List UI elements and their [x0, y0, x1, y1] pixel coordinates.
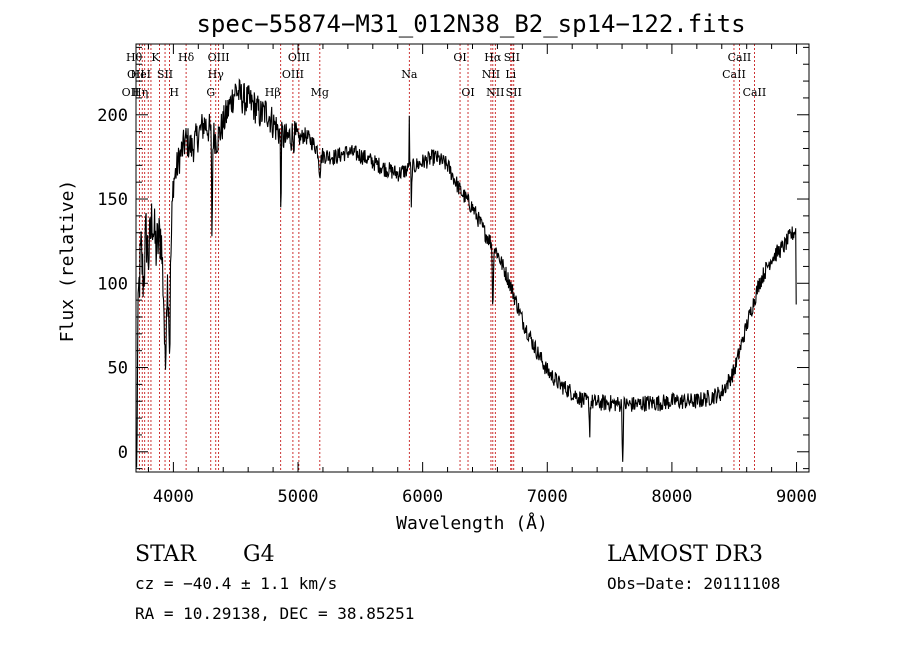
x-tick-label: 4000: [153, 487, 194, 507]
x-tick-label: 6000: [402, 487, 443, 507]
line-label: Hδ: [178, 51, 195, 64]
emission-line-markers: [138, 44, 755, 472]
y-tick-label: 150: [97, 190, 128, 210]
line-label: Hγ: [208, 68, 225, 81]
x-axis-label: Wavelength (Å): [396, 512, 548, 534]
survey-label: LAMOST DR3: [607, 542, 763, 567]
line-label: G: [206, 86, 215, 99]
coordinates-readout: RA = 10.29138, DEC = 38.85251: [135, 604, 414, 623]
y-tick-labels: 0 50 100 150 200: [97, 106, 128, 463]
object-class: STAR: [135, 542, 197, 567]
line-label: Mg: [311, 86, 329, 99]
plot-frame: [135, 43, 810, 473]
x-tick-labels: 4000 5000 6000 7000 8000 9000: [153, 487, 817, 507]
y-tick-label: 0: [118, 443, 128, 463]
y-tick-label: 50: [108, 359, 128, 379]
line-label: Hη: [132, 86, 148, 99]
line-label: OIII: [282, 68, 304, 81]
line-label: OII: [122, 86, 140, 99]
line-label: CaII: [743, 86, 767, 99]
line-label: CaII: [728, 51, 752, 64]
line-label: OIII: [208, 51, 230, 64]
line-label: H: [169, 86, 179, 99]
line-label: OIII: [288, 51, 310, 64]
x-tick-label: 7000: [527, 487, 568, 507]
x-tick-label: 8000: [651, 487, 692, 507]
line-label: NII: [482, 68, 500, 81]
line-label: CaII: [722, 68, 746, 81]
line-label: Hα: [484, 51, 502, 64]
line-label: NII: [486, 86, 504, 99]
obs-date: Obs−Date: 20111108: [607, 574, 780, 593]
line-label: SII: [157, 68, 173, 81]
line-label: SII: [504, 51, 520, 64]
line-label: Li: [505, 68, 516, 81]
line-label: SII: [506, 86, 522, 99]
line-label: Hβ: [265, 86, 281, 99]
line-label: Hθ: [126, 51, 143, 64]
y-tick-label: 200: [97, 106, 128, 126]
chart-title: spec−55874−M31_012N38_B2_sp14−122.fits: [196, 10, 745, 38]
line-label: Na: [401, 68, 418, 81]
line-label: OI: [461, 86, 474, 99]
line-label: K: [151, 51, 160, 64]
line-label: HeI: [131, 68, 151, 81]
redshift-readout: cz = −40.4 ± 1.1 km/s: [135, 574, 337, 593]
emission-line-labels: OIIHθOIIHηHeIKSIIHHδGHγOIIIHβOIIIOIIIMgN…: [122, 51, 767, 99]
line-label: OI: [453, 51, 466, 64]
x-tick-label: 9000: [776, 487, 817, 507]
spectrum-line: [136, 78, 797, 468]
axis-ticks: [136, 44, 809, 472]
y-tick-label: 100: [97, 274, 128, 294]
y-axis-label: Flux (relative): [57, 180, 78, 343]
object-subclass: G4: [243, 542, 275, 567]
x-tick-label: 5000: [278, 487, 319, 507]
